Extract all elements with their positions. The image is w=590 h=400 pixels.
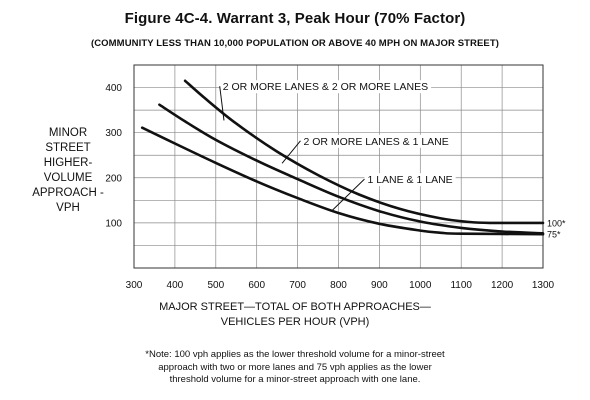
annotation-leader (219, 86, 225, 121)
x-tick-label: 300 (126, 280, 143, 291)
series-end-label: 100* (547, 218, 566, 228)
x-axis-label: MAJOR STREET—TOTAL OF BOTH APPROACHES— V… (0, 300, 590, 330)
x-tick-label: 900 (371, 280, 388, 291)
chart-subtitle: (COMMUNITY LESS THAN 10,000 POPULATION O… (90, 38, 500, 49)
series-line (158, 103, 545, 235)
chart-title: Figure 4C-4. Warrant 3, Peak Hour (70% F… (124, 10, 466, 27)
series-annotation: 2 OR MORE LANES & 1 LANE (303, 136, 448, 148)
y-tick-label: 100 (105, 218, 122, 229)
y-tick-label: 400 (105, 83, 122, 94)
x-tick-label: 1000 (409, 280, 432, 291)
y-axis-label-line: VPH (56, 202, 80, 214)
x-axis-label-line: VEHICLES PER HOUR (VPH) (220, 316, 370, 328)
x-axis-label-line: MAJOR STREET—TOTAL OF BOTH APPROACHES— (159, 301, 431, 313)
footnote-line: approach with two or more lanes and 75 v… (158, 361, 432, 373)
x-tick-label: 500 (207, 280, 224, 291)
x-tick-label: 800 (330, 280, 347, 291)
y-axis-label-line: APPROACH - (32, 187, 104, 199)
series-annotation: 1 LANE & 1 LANE (367, 174, 452, 186)
series-line (140, 126, 545, 236)
x-tick-label: 700 (289, 280, 306, 291)
series-annotation: 2 OR MORE LANES & 2 OR MORE LANES (223, 81, 428, 93)
series-line (183, 79, 545, 225)
y-axis-label-line: STREET (45, 142, 91, 154)
y-axis-label-line: VOLUME (43, 172, 93, 184)
x-tick-label: 400 (167, 280, 184, 291)
y-tick-label: 300 (105, 128, 122, 139)
footnote: *Note: 100 vph applies as the lower thre… (0, 349, 590, 387)
footnote-line: *Note: 100 vph applies as the lower thre… (145, 349, 445, 360)
x-tick-label: 1100 (450, 280, 472, 291)
y-axis-label: MINOR STREET HIGHER- VOLUME APPROACH - V… (8, 126, 128, 216)
series-end-label: 75* (547, 230, 561, 240)
x-tick-label: 600 (248, 280, 265, 291)
x-tick-label: 1200 (491, 280, 514, 291)
footnote-line: threshold volume for a minor-street appr… (169, 374, 421, 385)
x-tick-label: 1300 (532, 280, 555, 291)
plot-frame (133, 64, 544, 269)
y-axis-label-line: HIGHER- (43, 157, 93, 169)
y-tick-label: 200 (105, 173, 122, 184)
annotation-background (219, 80, 432, 94)
annotation-leader (281, 140, 301, 164)
annotation-background (300, 134, 452, 148)
annotation-background (364, 173, 456, 187)
annotation-leader (332, 178, 365, 211)
y-axis-label-line: MINOR (48, 127, 88, 139)
